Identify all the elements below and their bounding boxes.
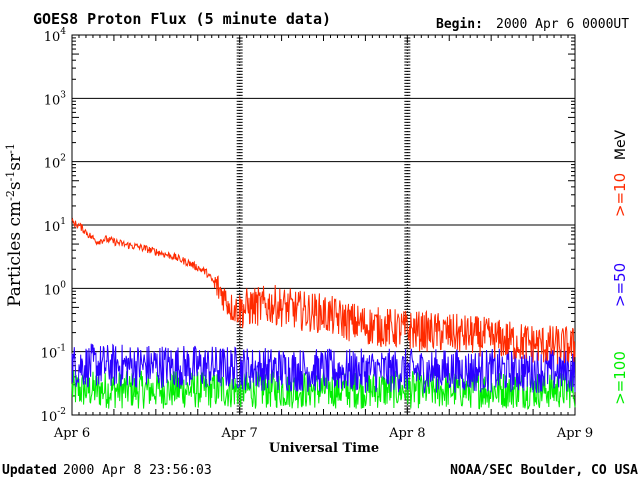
series-line-50mev: [71, 343, 576, 394]
begin-label: Begin:: [436, 17, 483, 32]
credit-text: NOAA/SEC Boulder, CO USA: [450, 463, 638, 478]
y-tick-label: 102: [44, 154, 66, 172]
x-tick-label: Apr 9: [556, 426, 593, 441]
y-tick-label: 100: [44, 280, 67, 298]
y-tick-label: 104: [44, 27, 67, 45]
y-tick-label: 10-1: [41, 344, 66, 362]
y-tick-label: 10-2: [41, 407, 66, 425]
y-axis-label: Particles cm-2s-1sr-1: [4, 143, 25, 307]
x-axis-label: Universal Time: [269, 441, 379, 456]
y-tick-labels: 10-2 10-1 100 101 102 103 104: [41, 27, 67, 425]
x-tick-labels: Apr 6 Apr 7 Apr 8 Apr 9: [53, 426, 593, 441]
series-layer: [71, 217, 576, 410]
updated-label: Updated: [2, 463, 57, 478]
x-tick-label: Apr 8: [388, 426, 425, 441]
y-tick-label: 101: [44, 217, 66, 235]
legend-item-100mev: >=100: [611, 351, 629, 405]
legend-item-10mev: >=10: [611, 173, 629, 217]
updated-value: 2000 Apr 8 23:56:03: [63, 463, 212, 478]
x-tick-label: Apr 7: [221, 426, 258, 441]
legend-item-50mev: >=50: [611, 263, 629, 307]
y-tick-label: 103: [44, 90, 67, 108]
series-line-10mev: [71, 217, 576, 365]
chart-title: GOES8 Proton Flux (5 minute data): [33, 10, 331, 28]
x-tick-label: Apr 6: [53, 426, 90, 441]
begin-value: 2000 Apr 6 0000UT: [496, 17, 629, 32]
legend-unit: MeV: [613, 129, 629, 160]
